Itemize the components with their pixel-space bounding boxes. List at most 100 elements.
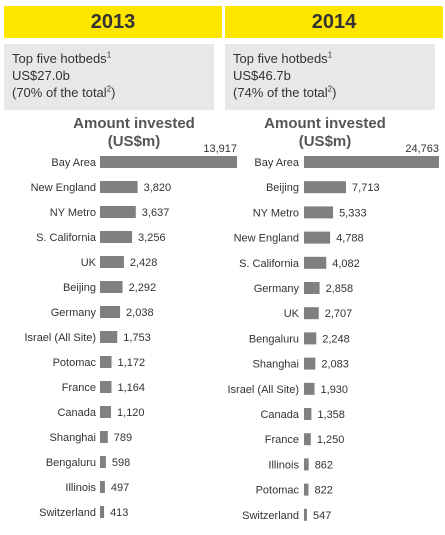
bar [304, 508, 307, 521]
category-label: Israel (All Site) [227, 384, 299, 396]
category-label: Germany [51, 307, 97, 319]
bar [304, 307, 319, 320]
category-label: Bengaluru [46, 457, 96, 469]
category-label: UK [81, 257, 97, 269]
value-label: 1,930 [321, 384, 349, 396]
category-label: Shanghai [253, 359, 300, 371]
category-label: UK [284, 308, 300, 320]
category-label: Beijing [63, 282, 96, 294]
bar [304, 483, 309, 496]
value-label: 4,788 [336, 233, 364, 245]
category-label: Switzerland [242, 510, 299, 522]
bar [304, 382, 315, 395]
year-banner: 2014 [225, 6, 443, 38]
category-label: Bengaluru [249, 333, 299, 345]
panel-2014: 2014 Top five hotbeds1 US$46.7b (74% of … [225, 0, 443, 535]
bar [100, 181, 138, 193]
bar [100, 406, 112, 418]
bar [100, 306, 121, 318]
category-label: Israel (All Site) [24, 332, 96, 344]
bar [100, 331, 118, 343]
value-label: 1,172 [118, 357, 146, 369]
bar [304, 282, 320, 294]
category-label: Bay Area [254, 157, 300, 169]
category-label: S. California [36, 232, 97, 244]
value-label: 3,256 [138, 232, 166, 244]
bar-chart-2013: Bay Area 13,917 New England 3,820 NY Metro 3,… [24, 143, 237, 519]
value-label: 7,713 [352, 182, 380, 194]
category-label: Illinois [268, 459, 299, 471]
value-label: 2,038 [126, 307, 154, 319]
category-label: Canada [260, 409, 299, 421]
category-label: New England [234, 233, 299, 245]
chart-title: Amount invested (US$m) [264, 115, 386, 150]
bar [304, 357, 316, 370]
category-label: S. California [239, 258, 300, 270]
category-label: France [62, 382, 96, 394]
bar [304, 256, 327, 269]
value-label: 413 [110, 507, 128, 519]
bar [100, 156, 237, 168]
category-label: Beijing [266, 182, 299, 194]
value-label: 547 [313, 510, 331, 522]
value-label: 5,333 [339, 207, 367, 219]
bar [100, 231, 133, 243]
panel-2013: 2013 Top five hotbeds1 US$27.0b (70% of … [4, 0, 237, 535]
category-label: NY Metro [253, 207, 299, 219]
summary-line-2: US$27.0b [12, 68, 70, 83]
bar [100, 256, 124, 268]
bar [100, 281, 123, 293]
bar [100, 506, 105, 518]
value-label: 2,248 [322, 333, 350, 345]
value-label: 1,358 [317, 409, 345, 421]
category-label: Illinois [65, 482, 96, 494]
value-label: 13,917 [203, 143, 237, 155]
value-label: 1,250 [317, 434, 345, 446]
year-banner: 2013 [4, 6, 222, 38]
value-label: 1,120 [117, 407, 145, 419]
summary-line-3: (74% of the total2) [233, 84, 337, 100]
value-label: 789 [114, 432, 132, 444]
summary-box: Top five hotbeds1 US$46.7b (74% of the t… [225, 44, 435, 110]
bar [100, 481, 105, 493]
bar [304, 332, 317, 345]
value-label: 497 [111, 482, 129, 494]
value-label: 1,753 [123, 332, 151, 344]
value-label: 598 [112, 457, 130, 469]
summary-line-2: US$46.7b [233, 68, 291, 83]
category-label: Shanghai [50, 432, 97, 444]
summary-line-3: (70% of the total2) [12, 84, 116, 100]
value-label: 2,083 [321, 359, 349, 371]
bar [304, 433, 311, 446]
value-label: 822 [314, 485, 332, 497]
category-label: Potomac [53, 357, 97, 369]
summary-line-1: Top five hotbeds1 [12, 50, 112, 66]
bar [304, 206, 334, 219]
chart-title: Amount invested (US$m) [73, 115, 195, 150]
bar-chart-2014: Bay Area 24,763 Beijing 7,713 NY Metro 5,333 N… [227, 143, 439, 522]
category-label: Potomac [256, 485, 300, 497]
bar [100, 431, 108, 443]
category-label: Switzerland [39, 507, 96, 519]
category-label: Canada [57, 407, 96, 419]
value-label: 2,858 [326, 283, 354, 295]
value-label: 2,292 [129, 282, 157, 294]
bar [304, 156, 439, 168]
summary-box: Top five hotbeds1 US$27.0b (70% of the t… [4, 44, 214, 110]
category-label: New England [31, 182, 96, 194]
bar [100, 206, 136, 218]
category-label: NY Metro [50, 207, 96, 219]
bar [304, 181, 347, 194]
value-label: 2,707 [325, 308, 353, 320]
bar [304, 231, 331, 244]
bar [100, 381, 112, 393]
value-label: 3,637 [142, 207, 170, 219]
value-label: 4,082 [332, 258, 360, 270]
bar [100, 456, 106, 468]
category-label: Germany [254, 283, 300, 295]
bar [304, 458, 309, 471]
category-label: Bay Area [51, 157, 97, 169]
bar [304, 408, 312, 420]
value-label: 24,763 [405, 143, 439, 155]
category-label: France [265, 434, 299, 446]
